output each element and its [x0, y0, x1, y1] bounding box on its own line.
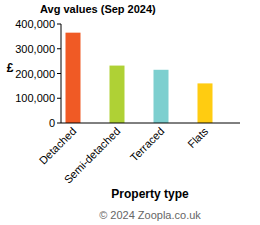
bar	[198, 83, 213, 123]
x-axis-line	[61, 123, 240, 124]
y-tick-label: 300,000	[15, 43, 55, 55]
y-tick-label: 400,000	[15, 18, 55, 30]
bar	[154, 70, 169, 123]
y-tick	[57, 24, 61, 25]
x-tick-label: Detached	[37, 125, 79, 167]
chart-container: Avg values (Sep 2024) £0 100,000 200,000 300…	[0, 0, 260, 225]
y-tick	[57, 98, 61, 99]
bars	[66, 33, 213, 123]
x-tick-label: Flats	[185, 125, 211, 151]
title: Avg values (Sep 2024)	[40, 3, 156, 15]
y-tick-label: 100,000	[15, 92, 55, 104]
y-tick	[57, 73, 61, 74]
x-tick-label: Semi-detached	[62, 125, 123, 186]
x-tick-label: Terraced	[128, 125, 167, 164]
y-tick-label: 200,000	[15, 68, 55, 80]
y-axis-label: £	[7, 61, 14, 75]
x-axis-label: Property type	[111, 187, 189, 201]
bar	[110, 66, 125, 123]
footer: © 2024 Zoopla.co.uk	[99, 209, 201, 221]
y-tick	[57, 123, 61, 124]
y-tick	[57, 48, 61, 49]
bar	[66, 33, 81, 123]
y-tick-label: 0	[49, 117, 55, 129]
chart-svg: Avg values (Sep 2024) £0 100,000 200,000 300…	[0, 0, 260, 225]
